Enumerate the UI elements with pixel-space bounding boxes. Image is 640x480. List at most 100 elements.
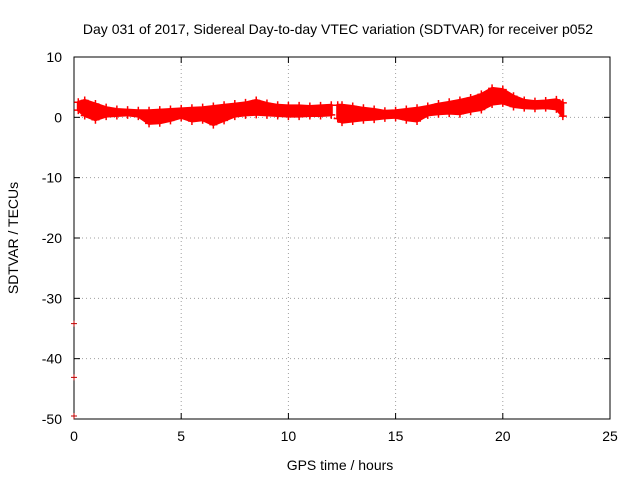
- data-point: [305, 111, 314, 120]
- data-point: [134, 112, 143, 121]
- y-tick-label: -30: [42, 290, 62, 306]
- data-point: [74, 98, 83, 107]
- data-point: [220, 116, 229, 125]
- data-point: [177, 113, 186, 122]
- data-point: [295, 112, 304, 121]
- data-point: [477, 105, 486, 114]
- data-point: [359, 104, 368, 113]
- x-tick-label: 15: [388, 428, 404, 444]
- data-point: [477, 90, 486, 99]
- data-point: [434, 109, 443, 118]
- data-point: [187, 116, 196, 125]
- data-point: [552, 95, 561, 104]
- data-point: [498, 85, 507, 94]
- data-point: [155, 118, 164, 127]
- data-point: [166, 116, 175, 125]
- data-point: [338, 101, 346, 110]
- y-tick-label: 10: [46, 49, 62, 65]
- data-point: [455, 109, 464, 118]
- outlier-point: [71, 320, 77, 327]
- data-point: [155, 106, 164, 115]
- data-point: [91, 100, 100, 109]
- data-point: [230, 100, 239, 109]
- data-point: [466, 107, 475, 116]
- x-tick-label: 0: [70, 428, 78, 444]
- data-point: [74, 106, 83, 115]
- data-point: [488, 84, 497, 93]
- data-point: [348, 116, 357, 125]
- outlier-point: [71, 374, 77, 381]
- data-point: [413, 116, 422, 125]
- data-point: [145, 119, 154, 128]
- data-point: [402, 115, 411, 124]
- data-point: [80, 96, 89, 105]
- data-point: [316, 101, 325, 110]
- data-point: [166, 105, 175, 114]
- data-point: [123, 110, 132, 119]
- data-point: [509, 102, 518, 111]
- data-point: [541, 103, 550, 112]
- data-point: [488, 100, 497, 109]
- y-axis-ticks: -50 -40 -30 -20 -10 0 10: [42, 49, 610, 427]
- y-tick-label: -10: [42, 170, 62, 186]
- data-point: [284, 112, 293, 121]
- data-point: [273, 111, 282, 120]
- data-point: [112, 111, 121, 120]
- data-point: [145, 106, 154, 115]
- data-point: [252, 96, 261, 105]
- data-point: [209, 102, 218, 111]
- data-point: [348, 102, 357, 111]
- data-point: [530, 104, 539, 113]
- data-point: [230, 112, 239, 121]
- data-point: [305, 102, 314, 111]
- data-point: [220, 101, 229, 110]
- x-tick-label: 5: [177, 428, 185, 444]
- data-point: [241, 98, 250, 107]
- x-axis-label: GPS time / hours: [287, 457, 394, 473]
- data-point: [434, 100, 443, 109]
- data-point: [498, 98, 507, 107]
- data-point: [198, 115, 207, 124]
- data-point: [177, 104, 186, 113]
- data-point: [359, 115, 368, 124]
- data-point: [295, 101, 304, 110]
- data-series: [71, 84, 567, 419]
- x-tick-label: 10: [281, 428, 297, 444]
- data-point: [80, 111, 89, 120]
- data-point: [91, 115, 100, 124]
- data-point: [423, 102, 432, 111]
- data-point: [391, 113, 400, 122]
- y-tick-label: -40: [42, 351, 62, 367]
- data-point: [558, 98, 567, 107]
- y-tick-label: -20: [42, 230, 62, 246]
- x-axis-ticks: 0 5 10 15 20 25: [70, 57, 618, 444]
- data-point: [316, 111, 325, 120]
- data-point: [273, 101, 282, 110]
- x-tick-label: 20: [495, 428, 511, 444]
- data-point: [262, 99, 271, 108]
- data-point: [466, 94, 475, 103]
- y-axis-label: SDTVAR / TECUs: [5, 182, 21, 294]
- data-point: [380, 113, 389, 122]
- y-tick-label: 0: [54, 109, 62, 125]
- data-point: [252, 110, 261, 119]
- outlier-point: [71, 412, 77, 419]
- y-tick-label: -50: [42, 411, 62, 427]
- data-point: [413, 104, 422, 113]
- data-point: [402, 105, 411, 114]
- data-point: [370, 115, 379, 124]
- chart-title: Day 031 of 2017, Sidereal Day-to-day VTE…: [83, 21, 593, 37]
- data-point: [187, 104, 196, 113]
- data-point: [520, 103, 529, 112]
- data-point: [209, 120, 218, 129]
- data-point: [198, 103, 207, 112]
- data-point: [423, 110, 432, 119]
- data-point: [241, 110, 250, 119]
- data-point: [333, 114, 342, 123]
- data-point: [284, 101, 293, 110]
- data-point: [102, 112, 111, 121]
- data-point: [370, 105, 379, 114]
- data-point: [558, 112, 567, 121]
- data-point: [552, 104, 561, 113]
